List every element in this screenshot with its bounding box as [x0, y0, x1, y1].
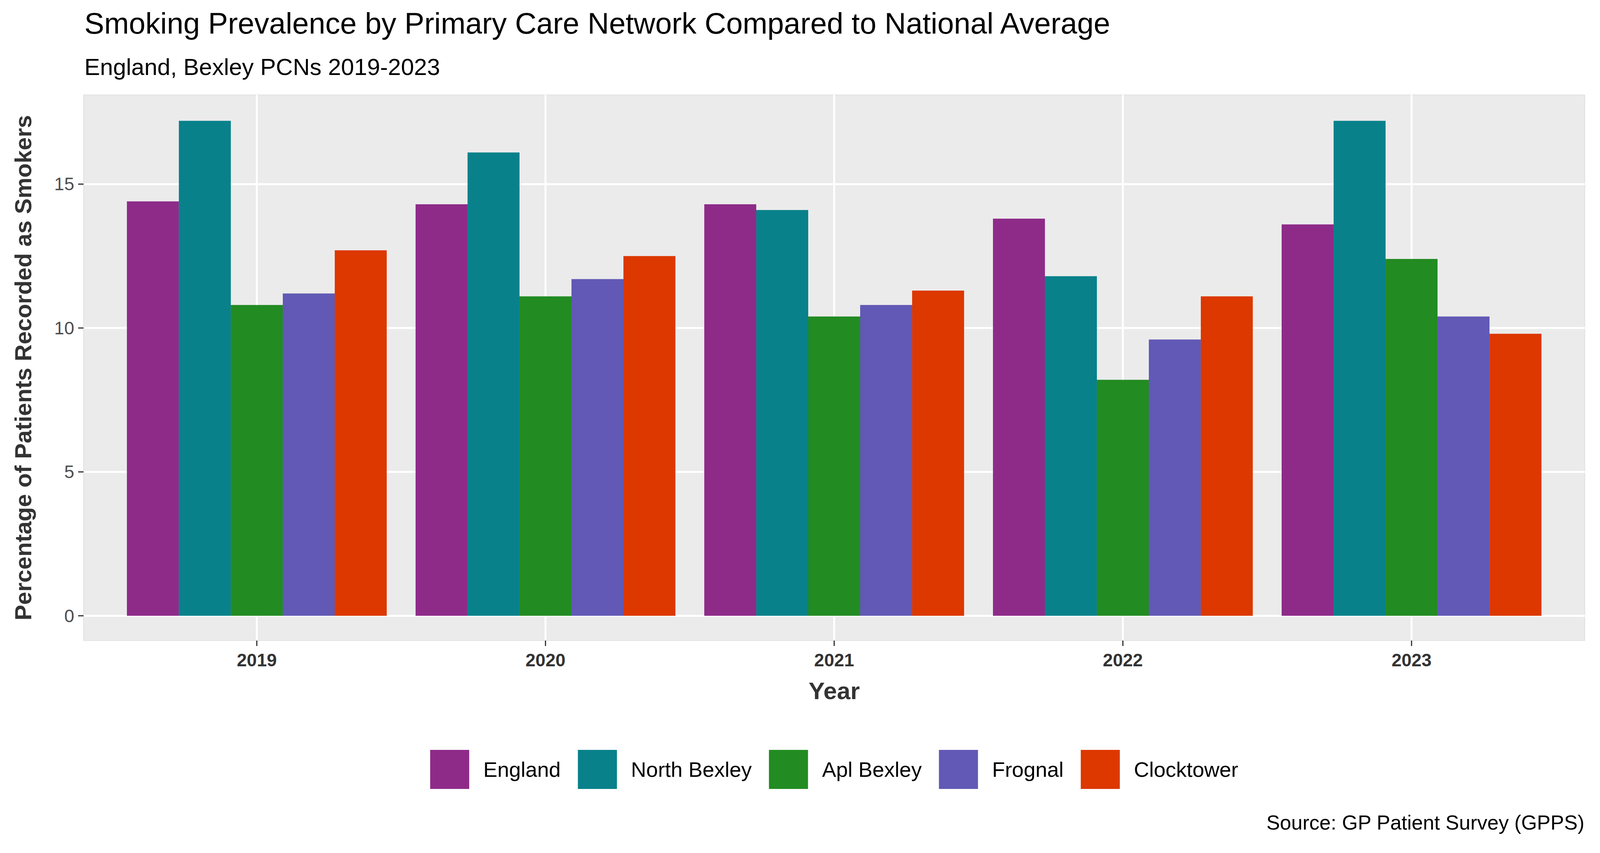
- bar: [230, 305, 283, 617]
- bar: [1096, 379, 1149, 616]
- chart: 0 5 10 15 2019 2020 2021 2022 2023 Smoking Preval…: [0, 0, 1600, 853]
- y-tick-label: 10: [54, 317, 75, 339]
- x-tick: [544, 640, 547, 647]
- legend: England North Bexley Apl Bexley Frognal Cloc…: [430, 750, 1239, 790]
- bar: [704, 204, 757, 617]
- bar: [467, 152, 520, 616]
- y-tick-label: 0: [64, 605, 75, 627]
- legend-key: [1080, 750, 1120, 790]
- bar: [1200, 296, 1253, 617]
- y-tick: [78, 615, 84, 617]
- caption: Source: GP Patient Survey (GPPS): [1266, 811, 1585, 834]
- bar: [1281, 224, 1334, 617]
- bar: [126, 201, 179, 617]
- y-tick-label: 5: [64, 461, 75, 483]
- x-tick: [833, 640, 835, 647]
- x-tick-label: 2022: [1102, 650, 1143, 671]
- bar: [282, 293, 335, 616]
- bar: [1333, 120, 1386, 616]
- x-tick-label: 2020: [525, 650, 566, 671]
- bar: [1437, 316, 1490, 616]
- title: Smoking Prevalence by Primary Care Netwo…: [84, 6, 1111, 40]
- y-tick: [78, 471, 84, 473]
- bars: [126, 120, 1542, 616]
- legend-label: Apl Bexley: [822, 757, 922, 782]
- x-tick: [1122, 640, 1124, 647]
- x-tick-label: 2019: [236, 650, 277, 671]
- x-tick: [256, 640, 258, 647]
- legend-key: [577, 750, 617, 790]
- legend-label: Clocktower: [1133, 757, 1239, 782]
- x-tick-label: 2023: [1391, 650, 1432, 671]
- bar: [912, 290, 965, 617]
- y-tick-label: 15: [54, 173, 75, 195]
- bar: [571, 279, 624, 617]
- legend-label: England: [483, 757, 561, 782]
- background: [0, 0, 1600, 853]
- bar: [808, 316, 861, 616]
- bar: [178, 120, 231, 616]
- legend-key: [939, 750, 979, 790]
- legend-key: [430, 750, 470, 790]
- x-tick: [1410, 640, 1413, 647]
- x-axis-title: Year: [808, 677, 860, 705]
- bar: [334, 250, 387, 617]
- x-tick-label: 2021: [814, 650, 854, 671]
- bar: [1044, 276, 1097, 616]
- plot-panel: [83, 94, 1585, 641]
- y-axis-title: Percentage of Patients Recorded as Smoke…: [10, 115, 37, 621]
- bar: [1385, 258, 1438, 617]
- legend-label: Frognal: [992, 757, 1064, 782]
- bar: [860, 305, 913, 617]
- subtitle: England, Bexley PCNs 2019-2023: [84, 53, 441, 81]
- legend-label: North Bexley: [630, 757, 752, 782]
- y-tick: [78, 183, 84, 185]
- bar: [623, 256, 676, 617]
- bar: [519, 296, 572, 617]
- bar: [992, 218, 1045, 617]
- y-tick: [78, 327, 84, 329]
- legend-key: [769, 750, 809, 790]
- bar: [756, 210, 809, 617]
- bar: [1489, 333, 1542, 617]
- bar: [415, 204, 468, 617]
- bar: [1148, 339, 1201, 616]
